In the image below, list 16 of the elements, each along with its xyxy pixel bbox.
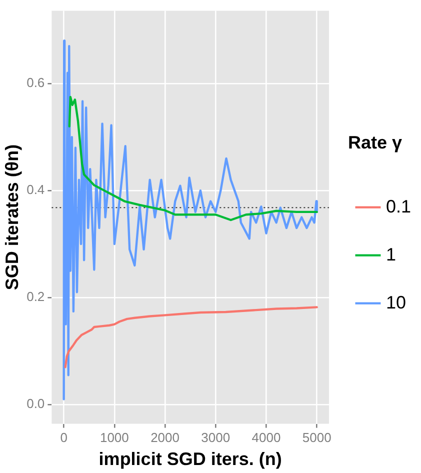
y-axis-title: SGD iterates (θn): [2, 144, 22, 290]
legend-label: 10: [386, 292, 406, 312]
y-tick-label: 0.0: [26, 396, 45, 412]
x-tick-label: 2000: [150, 430, 180, 446]
legend-label: 1: [386, 244, 396, 264]
y-tick-label: 0.6: [26, 75, 45, 90]
x-axis-title: implicit SGD iters. (n): [98, 449, 282, 470]
legend-title: Rate γ: [348, 132, 402, 153]
y-tick-label: 0.4: [26, 182, 45, 198]
x-tick-label: 1000: [100, 430, 129, 446]
x-tick-label: 5000: [302, 430, 332, 446]
x-tick-label: 4000: [252, 430, 281, 446]
x-tick-label: 0: [60, 430, 68, 446]
y-tick-label: 0.2: [26, 289, 45, 304]
x-tick-label: 3000: [201, 430, 230, 446]
legend-label: 0.1: [386, 196, 412, 216]
